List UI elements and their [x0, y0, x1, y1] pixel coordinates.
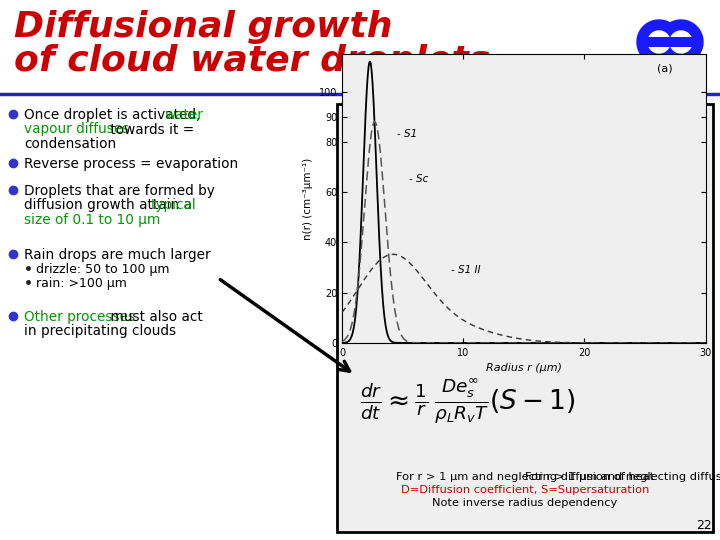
Text: - S1 II: - S1 II	[451, 265, 480, 274]
Text: in precipitating clouds: in precipitating clouds	[24, 325, 176, 339]
Polygon shape	[670, 31, 692, 53]
Text: For r > 1 μm and neglecting diffusion of heat: For r > 1 μm and neglecting diffusion of…	[396, 472, 654, 482]
Text: For r > 1 μm and neglecting diffusion of heat: For r > 1 μm and neglecting diffusion of…	[525, 472, 720, 482]
Text: drizzle: 50 to 100 μm: drizzle: 50 to 100 μm	[36, 262, 169, 275]
Text: Once droplet is activated,: Once droplet is activated,	[24, 108, 204, 122]
Text: condensation: condensation	[24, 137, 116, 151]
Text: Rain drops are much larger: Rain drops are much larger	[24, 248, 211, 262]
Text: Note inverse radius dependency: Note inverse radius dependency	[433, 498, 618, 508]
Text: typical: typical	[151, 199, 197, 213]
Text: towards it =: towards it =	[106, 123, 194, 137]
Text: must also act: must also act	[106, 310, 203, 324]
Text: of cloud water droplets: of cloud water droplets	[14, 44, 490, 78]
Text: water: water	[164, 108, 203, 122]
Text: - S1: - S1	[397, 129, 417, 139]
Text: rain: >100 μm: rain: >100 μm	[36, 277, 127, 290]
Text: vapour diffuses: vapour diffuses	[24, 123, 130, 137]
Text: Droplets that are formed by: Droplets that are formed by	[24, 184, 215, 198]
Text: diffusion growth attain a: diffusion growth attain a	[24, 199, 197, 213]
Polygon shape	[637, 20, 681, 64]
Text: $\frac{dr}{dt} \approx \frac{1}{r}\,\frac{De_s^{\infty}}{\rho_L R_v T}(S-1)$: $\frac{dr}{dt} \approx \frac{1}{r}\,\fra…	[361, 377, 576, 426]
Y-axis label: n(r) (cm⁻³μm⁻¹): n(r) (cm⁻³μm⁻¹)	[303, 157, 313, 240]
Polygon shape	[648, 31, 670, 53]
Text: Diffusional growth: Diffusional growth	[14, 10, 392, 44]
Text: - Sc: - Sc	[409, 174, 428, 184]
Polygon shape	[659, 20, 703, 64]
Text: size of 0.1 to 10 μm: size of 0.1 to 10 μm	[24, 213, 161, 227]
Bar	[637, 37, 703, 47]
Text: Other processes: Other processes	[24, 310, 135, 324]
Text: (a): (a)	[657, 64, 672, 73]
Text: 22: 22	[696, 519, 712, 532]
Bar	[337, 104, 713, 532]
X-axis label: Radius r (μm): Radius r (μm)	[486, 363, 562, 373]
Text: D=Diffusion coefficient, S=Supersaturation: D=Diffusion coefficient, S=Supersaturati…	[401, 485, 649, 495]
Text: Reverse process = evaporation: Reverse process = evaporation	[24, 157, 238, 171]
